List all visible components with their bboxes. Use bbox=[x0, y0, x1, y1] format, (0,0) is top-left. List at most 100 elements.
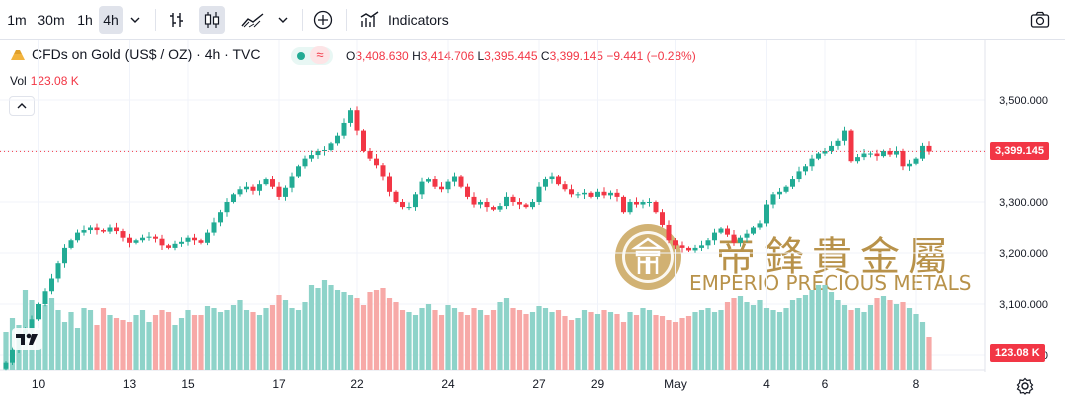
volume-bar bbox=[347, 295, 354, 370]
candle-body bbox=[224, 202, 230, 213]
time-axis[interactable]: 10 13 15 17 22 24 27 29 May 4 6 8 bbox=[32, 377, 920, 391]
volume-bar bbox=[757, 300, 763, 370]
ohlc-values: O3,408.630 H3,414.706 L3,395.445 C3,399.… bbox=[346, 49, 696, 63]
candle-body bbox=[660, 212, 665, 225]
volume-label: Vol bbox=[10, 74, 27, 88]
volume-bar bbox=[705, 308, 711, 370]
candle-body bbox=[751, 227, 756, 234]
interval-4h-button[interactable]: 4h bbox=[99, 6, 123, 34]
collapse-legend-button[interactable] bbox=[9, 96, 35, 116]
open-value: 3,408.630 bbox=[355, 49, 409, 63]
candle-body bbox=[822, 151, 828, 154]
compare-symbol-button[interactable] bbox=[309, 6, 337, 34]
volume-bar bbox=[373, 290, 380, 370]
volume-bar bbox=[731, 298, 737, 370]
volume-bar bbox=[100, 308, 107, 370]
candle-body bbox=[504, 196, 509, 207]
time-tick-label: 29 bbox=[591, 377, 605, 391]
candle-body bbox=[185, 237, 191, 242]
last-price-badge: 3,399.145 bbox=[990, 142, 1049, 161]
chart-style-dropdown-button[interactable] bbox=[272, 6, 294, 34]
candle-body bbox=[10, 349, 15, 363]
candle-body bbox=[530, 202, 535, 208]
candle-body bbox=[523, 204, 529, 208]
volume-bar bbox=[679, 318, 685, 370]
volume-bar bbox=[172, 325, 178, 370]
candle-body bbox=[302, 158, 308, 167]
volume-legend[interactable]: Vol 123.08 K bbox=[10, 74, 79, 88]
volume-bar bbox=[523, 314, 529, 370]
candle-body bbox=[114, 227, 119, 232]
indicators-button[interactable]: Indicators bbox=[358, 6, 454, 34]
volume-bar bbox=[809, 290, 815, 370]
time-tick-label: 27 bbox=[532, 377, 546, 391]
candle-body bbox=[614, 192, 620, 197]
price-tick-label: 3,500.000 bbox=[999, 95, 1048, 107]
candle-body bbox=[907, 163, 912, 167]
volume-bar bbox=[445, 305, 451, 370]
candle-body bbox=[315, 151, 321, 156]
toolbar-divider bbox=[302, 9, 303, 31]
candles-style-button[interactable] bbox=[199, 6, 225, 34]
volume-bar bbox=[594, 314, 601, 370]
time-tick-label: 10 bbox=[32, 377, 46, 391]
volume-bar bbox=[55, 310, 61, 370]
interval-30m-button[interactable]: 30m bbox=[37, 12, 65, 28]
candle-body bbox=[588, 192, 594, 197]
candle-body bbox=[861, 153, 867, 158]
volume-bar bbox=[334, 290, 341, 370]
candle-body bbox=[549, 176, 555, 180]
volume-bar bbox=[3, 332, 9, 370]
volume-bar bbox=[854, 308, 861, 370]
volume-bar bbox=[341, 292, 347, 370]
volume-bar bbox=[555, 310, 562, 370]
interval-1h-button[interactable]: 1h bbox=[77, 12, 93, 28]
volume-bar bbox=[874, 298, 880, 370]
volume-bar bbox=[224, 310, 230, 370]
candle-body bbox=[777, 191, 782, 195]
price-axis[interactable]: 3,500.0003,400.0003,300.0003,200.0003,10… bbox=[999, 95, 1048, 362]
candle-body bbox=[166, 245, 171, 248]
candle-body bbox=[842, 130, 847, 141]
candle-body bbox=[575, 194, 581, 196]
high-value: 3,414.706 bbox=[420, 49, 475, 63]
candle-body bbox=[55, 263, 61, 279]
tradingview-logo[interactable] bbox=[12, 328, 42, 355]
candle-body bbox=[237, 189, 243, 195]
candle-body bbox=[881, 151, 886, 157]
interval-dropdown-button[interactable] bbox=[124, 6, 146, 34]
candle-body bbox=[783, 186, 789, 192]
volume-bar bbox=[191, 315, 198, 370]
price-chart[interactable]: 3,500.0003,400.0003,300.0003,200.0003,10… bbox=[0, 40, 1065, 404]
volume-bar bbox=[926, 337, 932, 370]
candle-body bbox=[627, 202, 633, 213]
candle-body bbox=[341, 122, 347, 136]
candle-body bbox=[68, 240, 74, 248]
area-style-button[interactable] bbox=[238, 6, 268, 34]
candle-body bbox=[140, 237, 145, 241]
volume-bar bbox=[822, 285, 828, 370]
volume-bar bbox=[126, 322, 133, 370]
candle-body bbox=[796, 171, 802, 180]
volume-bar bbox=[549, 312, 555, 370]
volume-bar bbox=[159, 310, 165, 370]
chevron-down-icon bbox=[278, 17, 288, 23]
candle-body bbox=[471, 196, 477, 205]
volume-bar bbox=[458, 312, 464, 370]
volume-badge: 123.08 K bbox=[990, 344, 1045, 362]
candle-body bbox=[94, 227, 100, 231]
chart-settings-button[interactable] bbox=[1013, 374, 1037, 398]
interval-1m-button[interactable]: 1m bbox=[7, 12, 27, 28]
volume-bar bbox=[425, 304, 432, 370]
candle-body bbox=[926, 145, 932, 152]
candle-body bbox=[198, 240, 204, 243]
volume-bar bbox=[510, 308, 516, 370]
volume-bar bbox=[770, 310, 776, 370]
volume-bar bbox=[763, 308, 770, 370]
snapshot-button[interactable] bbox=[1026, 6, 1054, 34]
market-status-pill[interactable]: ≈ bbox=[291, 46, 333, 65]
bars-style-button[interactable] bbox=[164, 6, 190, 34]
candle-body bbox=[354, 110, 360, 131]
volume-bar bbox=[315, 288, 321, 370]
candle-body bbox=[705, 240, 711, 246]
